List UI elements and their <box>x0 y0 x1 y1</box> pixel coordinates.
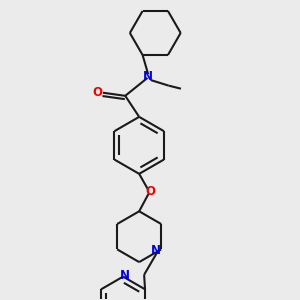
Text: N: N <box>120 268 130 282</box>
Text: N: N <box>142 70 152 83</box>
Text: O: O <box>92 85 102 99</box>
Text: O: O <box>146 185 156 198</box>
Text: N: N <box>151 244 160 257</box>
